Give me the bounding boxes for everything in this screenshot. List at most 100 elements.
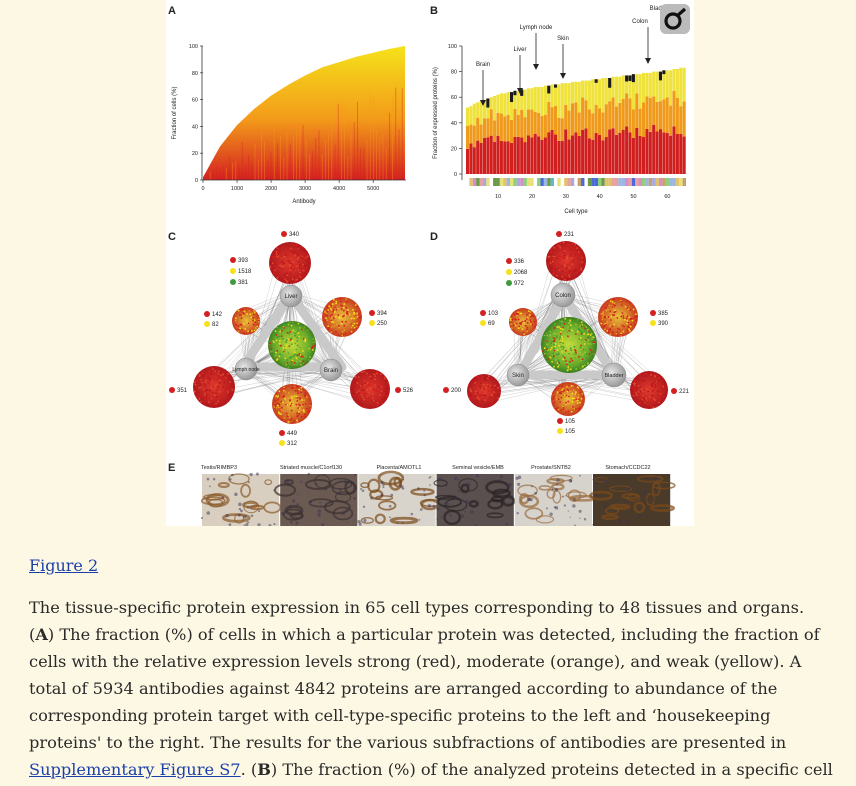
panel-b-bar-strong: [587, 138, 591, 174]
panel-b-celltype-cell: [479, 178, 483, 186]
panel-e-nucleus: [551, 488, 554, 491]
panel-b-bar-moderate: [506, 114, 510, 142]
panel-b-ytick-label: 80: [451, 70, 457, 76]
panel-b-xtick-label: 10: [495, 194, 501, 200]
panel-b-bar-weak: [621, 75, 625, 99]
panel-e-tissue-mark: [217, 482, 230, 488]
panel-b-bar-strong: [665, 132, 669, 174]
figure-2-link[interactable]: Figure 2: [29, 556, 99, 575]
panel-e-nucleus: [567, 510, 569, 512]
panel-b-celltype-cell: [652, 178, 656, 186]
panel-b-bar-weak: [496, 94, 500, 113]
panel-b-bar-black: [486, 98, 490, 108]
panel-b-bar-moderate: [604, 104, 608, 138]
panel-b-bar-weak: [510, 92, 514, 120]
panel-e-nucleus: [423, 494, 426, 497]
panel-e-tissue-mark: [486, 512, 504, 519]
annotation-liver: Liver: [513, 47, 526, 53]
caption-text-2: ) The fraction (%) of cells in which a p…: [29, 625, 820, 752]
panel-e-nucleus: [286, 479, 290, 483]
panel-e-tissue-mark: [200, 496, 226, 506]
panel-b-celltype-cell: [648, 178, 653, 186]
panel-b-bar-strong: [621, 129, 625, 174]
panel-b-bar-weak: [540, 86, 544, 116]
panel-b-bar-moderate: [672, 90, 676, 127]
panel-e-tissue-mark: [308, 498, 334, 508]
panel-e-nucleus: [307, 472, 311, 476]
panel-b-bar-strong: [560, 141, 564, 174]
panel-e-nucleus: [650, 495, 652, 497]
panel-b-bar-moderate: [679, 106, 683, 135]
supplementary-figure-link[interactable]: Supplementary Figure S7: [29, 760, 241, 779]
panel-b-bar-moderate: [469, 124, 473, 144]
panel-b-bar-moderate: [547, 102, 551, 133]
panel-b-bar-strong: [570, 135, 575, 174]
panel-e-nucleus: [321, 523, 325, 526]
panel-b-bar-strong: [591, 139, 595, 174]
panel-e-nucleus: [441, 516, 443, 518]
panel-b-bar-moderate: [523, 117, 527, 143]
panel-b-bar-weak: [672, 69, 676, 91]
panel-b-xlabel: Cell type: [564, 209, 588, 215]
caption-text-4: ) The fraction (%) of the analyzed prote…: [270, 760, 833, 779]
panel-e-nucleus: [353, 496, 357, 500]
panel-b-celltype-cell: [611, 178, 615, 186]
panel-b-celltype-cell: [493, 178, 497, 186]
panel-b-celltype-cell: [594, 178, 598, 186]
panel-e-nucleus: [243, 524, 246, 526]
panel-e-nucleus: [470, 510, 474, 514]
caption-text-1: The tissue-specific protein expression i…: [29, 598, 805, 644]
panel-b-bar-strong: [608, 129, 612, 174]
panel-e-tissue-mark: [636, 475, 664, 483]
panel-b-bar-strong: [506, 141, 510, 174]
panel-b-bar-weak: [581, 80, 585, 98]
panel-b-ytick-label: 100: [448, 44, 457, 50]
panel-a-x-ticks: 0 1000 2000 3000 4000 5000: [201, 180, 379, 192]
panel-b-bar-moderate: [476, 117, 480, 141]
count-c-liver-green: 381: [238, 280, 249, 286]
panel-b-celltype-cell: [476, 178, 480, 186]
panel-e-nucleus: [418, 518, 421, 521]
panel-b-celltype-cell: [675, 178, 680, 186]
panel-b-bar-strong: [489, 135, 493, 174]
panel-e-nucleus: [626, 519, 629, 523]
panel-b-bar-strong: [540, 139, 544, 174]
panel-e-nucleus: [516, 512, 519, 515]
panel-b-celltype-cell: [510, 178, 514, 186]
panel-b-bar-moderate: [564, 104, 568, 130]
panel-e-nucleus: [206, 477, 210, 481]
panel-e-nucleus: [579, 517, 581, 519]
panel-b-bar-moderate: [642, 102, 646, 138]
figure-2-image: A B C D E 0 20 40 60 80 100 0 1000 2000 3000 4000…: [166, 0, 694, 526]
panel-letter-d: D: [430, 231, 438, 243]
panel-b-bar-moderate: [557, 117, 561, 141]
panel-b-celltype-cell: [645, 178, 649, 186]
panel-b-celltype-cell: [631, 178, 636, 186]
panel-a-ylabel: Fraction of cells (%): [172, 86, 178, 139]
panel-b-celltype-cell: [554, 178, 558, 186]
panel-e-nucleus: [629, 485, 632, 488]
panel-b-bar-strong: [581, 129, 585, 174]
panel-e-nucleus: [460, 514, 465, 518]
panel-b-bar-moderate: [537, 112, 541, 137]
panel-e-nucleus: [428, 477, 430, 479]
panel-b-celltype-cell: [520, 178, 524, 186]
panel-e-nucleus: [297, 493, 299, 496]
panel-e-tissue-mark: [375, 495, 394, 501]
panel-e-tissue-mark: [524, 507, 544, 520]
panel-e-tissue-mark: [567, 489, 581, 502]
panel-e-nucleus: [380, 493, 384, 497]
panel-b-bar-moderate: [482, 118, 487, 138]
panel-e-nucleus: [505, 522, 508, 526]
panel-e-nucleus: [238, 507, 242, 511]
panel-b-bar-weak: [567, 83, 571, 111]
panel-b-celltype-cell: [618, 178, 622, 186]
panel-b-bar-weak: [547, 85, 551, 103]
panel-b-bar-strong: [669, 135, 673, 174]
panel-d-network: Colon Skin Bladder 231 200 221 105 105 3…: [443, 231, 690, 435]
count-d-top: 231: [564, 232, 575, 238]
panel-e-tissue-mark: [264, 479, 273, 486]
panel-e-nucleus: [281, 511, 285, 516]
panel-b-bar-weak: [557, 84, 561, 118]
panel-b-celltype-cell: [489, 178, 494, 186]
